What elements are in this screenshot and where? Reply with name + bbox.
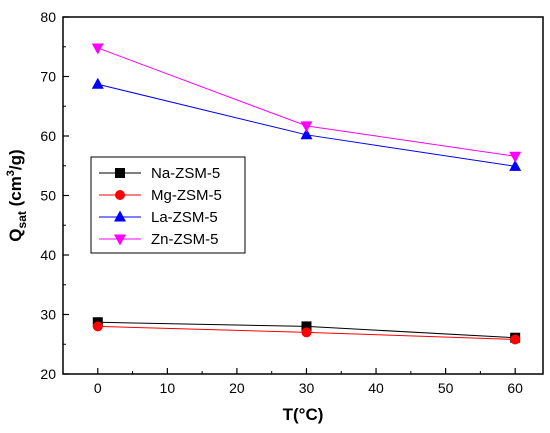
y-tick-label: 60 [40,128,56,144]
x-tick-label: 20 [229,380,245,396]
x-tick-label: 50 [438,380,454,396]
legend-item: Na-ZSM-5 [99,165,220,182]
x-tick-label: 40 [368,380,384,396]
data-point [300,128,313,140]
legend-item: Zn-ZSM-5 [99,231,219,248]
legend-label: Mg-ZSM-5 [151,187,222,204]
y-axis-title-unit-post: /g) [6,149,25,170]
x-tick-label: 0 [94,380,102,396]
x-tick-label: 10 [160,380,176,396]
series-mg-zsm-5 [92,321,521,345]
x-tick-label: 30 [299,380,315,396]
y-tick-label: 20 [40,366,56,382]
series-line [97,47,516,157]
y-axis-title-sub: sat [15,211,29,228]
legend-marker [114,210,126,222]
y-tick-label: 30 [40,307,56,323]
data-point [91,77,104,89]
data-point [91,43,104,55]
y-tick-label: 70 [40,69,56,85]
y-axis-title-main: Q [6,228,25,241]
legend-item: Mg-ZSM-5 [99,187,222,204]
series-zn-zsm-5 [91,43,522,163]
y-tick-label: 40 [40,247,56,263]
legend-marker [115,168,125,178]
legend-label: Zn-ZSM-5 [151,231,219,248]
data-point [509,151,522,163]
x-tick-label: 60 [507,380,523,396]
y-tick-label: 80 [40,9,56,25]
y-axis-title: Qsat (cm3/g) [5,149,29,241]
legend-marker [114,234,126,246]
y-axis-title-unit-pre: (cm [6,176,25,211]
data-point [509,159,522,171]
data-point [510,334,521,345]
x-axis-title: T(°C) [283,405,324,424]
legend-label: La-ZSM-5 [151,209,218,226]
data-point [92,321,103,332]
y-tick-label: 50 [40,188,56,204]
data-point [301,327,312,338]
series-la-zsm-5 [91,77,522,171]
data-point [301,321,312,332]
legend-item: La-ZSM-5 [99,209,218,226]
legend-marker [115,190,125,200]
y-axis-title-unit-sup: 3 [5,170,17,176]
legend-label: Na-ZSM-5 [151,165,220,182]
data-point [300,121,313,133]
